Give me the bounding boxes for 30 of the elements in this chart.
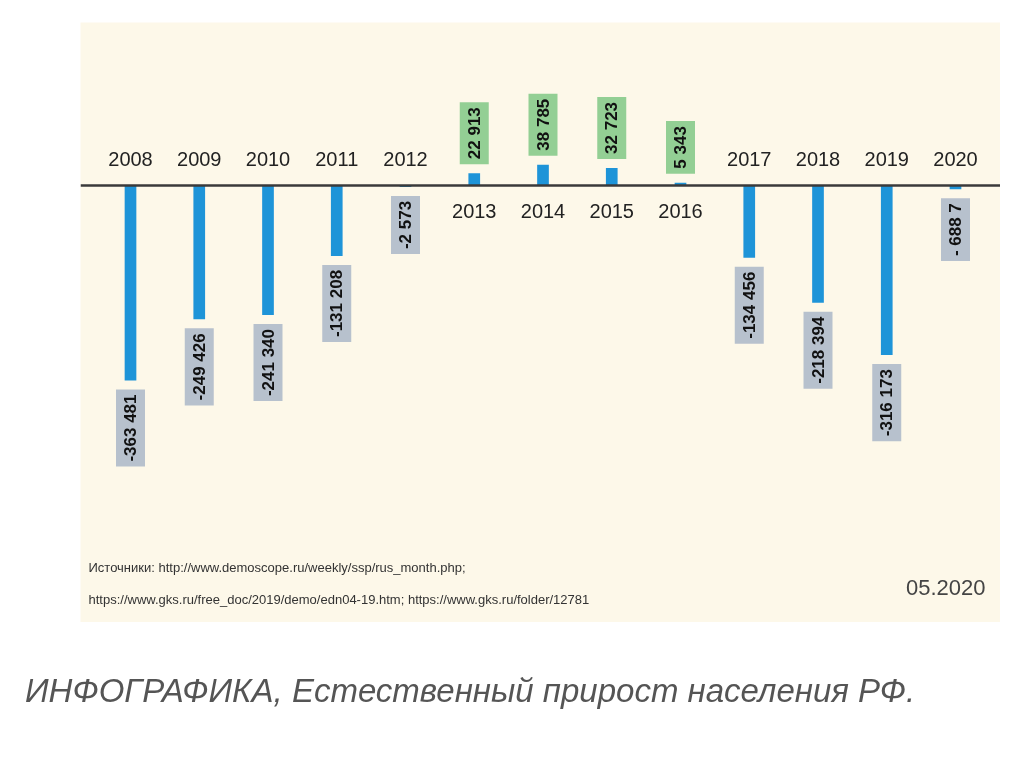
x-tick-label: 2014 bbox=[520, 199, 566, 222]
x-tick-label: 2013 bbox=[452, 199, 497, 222]
text: ИНФОГРАФИКА, Естественный прирост населения РФ. bbox=[25, 671, 916, 711]
data-label: -249 426 bbox=[189, 333, 209, 401]
data-label: -134 456 bbox=[739, 271, 759, 339]
x-tick-label: 2009 bbox=[177, 147, 222, 170]
x-tick-label: 2020 bbox=[933, 147, 978, 170]
x-tick-label: 2017 bbox=[727, 147, 772, 170]
x-tick-label: 2019 bbox=[864, 147, 909, 170]
data-label: -363 481 bbox=[121, 394, 140, 462]
data-label: 38 785 bbox=[533, 98, 553, 151]
x-tick-label: 2018 bbox=[795, 147, 841, 170]
text: https://www.gks.ru/free_doc/2019/demo/edn04-19.htm; https://www.gks.ru/folder/12781 bbox=[88, 592, 590, 607]
data-label: -316 173 bbox=[877, 369, 897, 437]
x-tick-label: 2010 bbox=[245, 147, 291, 170]
data-label: -241 340 bbox=[258, 328, 278, 397]
text: 05.2020 bbox=[905, 575, 986, 600]
data-label: 32 723 bbox=[602, 101, 622, 154]
data-label: - 688 7 bbox=[946, 203, 965, 257]
x-tick-label: 2015 bbox=[589, 199, 634, 222]
data-label: -2 573 bbox=[396, 200, 415, 250]
x-tick-label: 2011 bbox=[315, 147, 359, 170]
x-tick-label: 2012 bbox=[383, 147, 428, 170]
data-label: 5 343 bbox=[671, 126, 690, 169]
data-label: -131 208 bbox=[327, 269, 347, 337]
x-tick-label: 2016 bbox=[658, 199, 703, 222]
text: Источники: http://www.demoscope.ru/weekly/ssp/rus_month.php; bbox=[88, 560, 466, 575]
data-label: 22 913 bbox=[464, 107, 484, 160]
data-label: -218 394 bbox=[808, 316, 828, 384]
x-tick-label: 2008 bbox=[108, 147, 153, 170]
